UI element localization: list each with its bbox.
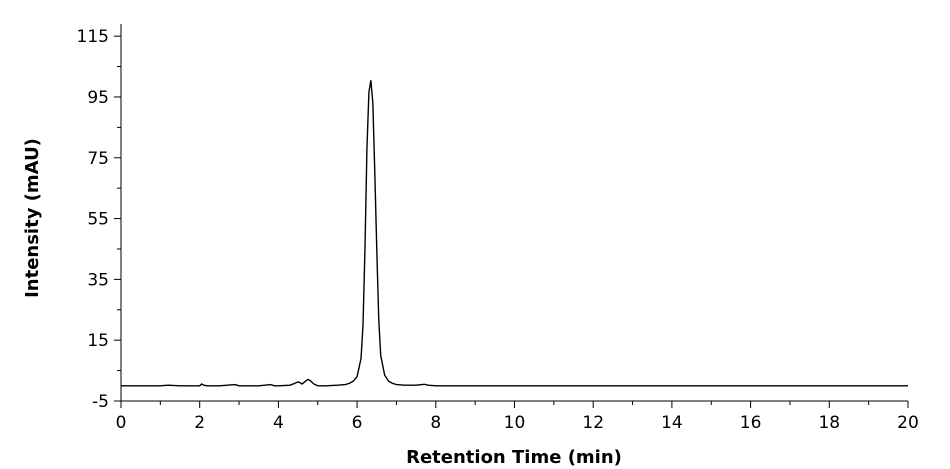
x-tick-label: 6 [352,413,363,433]
chromatogram-trace [121,80,908,387]
x-tick-label: 2 [194,413,205,433]
x-tick-label: 18 [818,413,840,433]
x-tick-label: 8 [430,413,441,433]
x-tick-label: 20 [897,413,919,433]
x-tick-label: 16 [740,413,762,433]
x-tick-label: 14 [661,413,683,433]
x-ticks: 0 2 4 6 8 10 12 14 16 18 20 [116,401,919,433]
axes [120,24,908,402]
y-tick-label: 15 [87,331,109,351]
y-tick-label: 95 [87,88,109,108]
x-tick-label: 12 [582,413,604,433]
y-tick-label: 115 [77,27,109,47]
x-tick-label: 4 [273,413,284,433]
y-tick-label: 55 [87,210,109,230]
y-axis-title: Intensity (mAU) [22,138,43,298]
x-axis-title: Retention Time (min) [406,447,622,468]
y-tick-label: -5 [92,392,109,412]
y-ticks: -5 15 35 55 75 95 115 [77,27,121,412]
y-tick-label: 75 [87,149,109,169]
x-tick-label: 0 [116,413,127,433]
x-tick-label: 10 [504,413,526,433]
y-tick-label: 35 [87,270,109,290]
